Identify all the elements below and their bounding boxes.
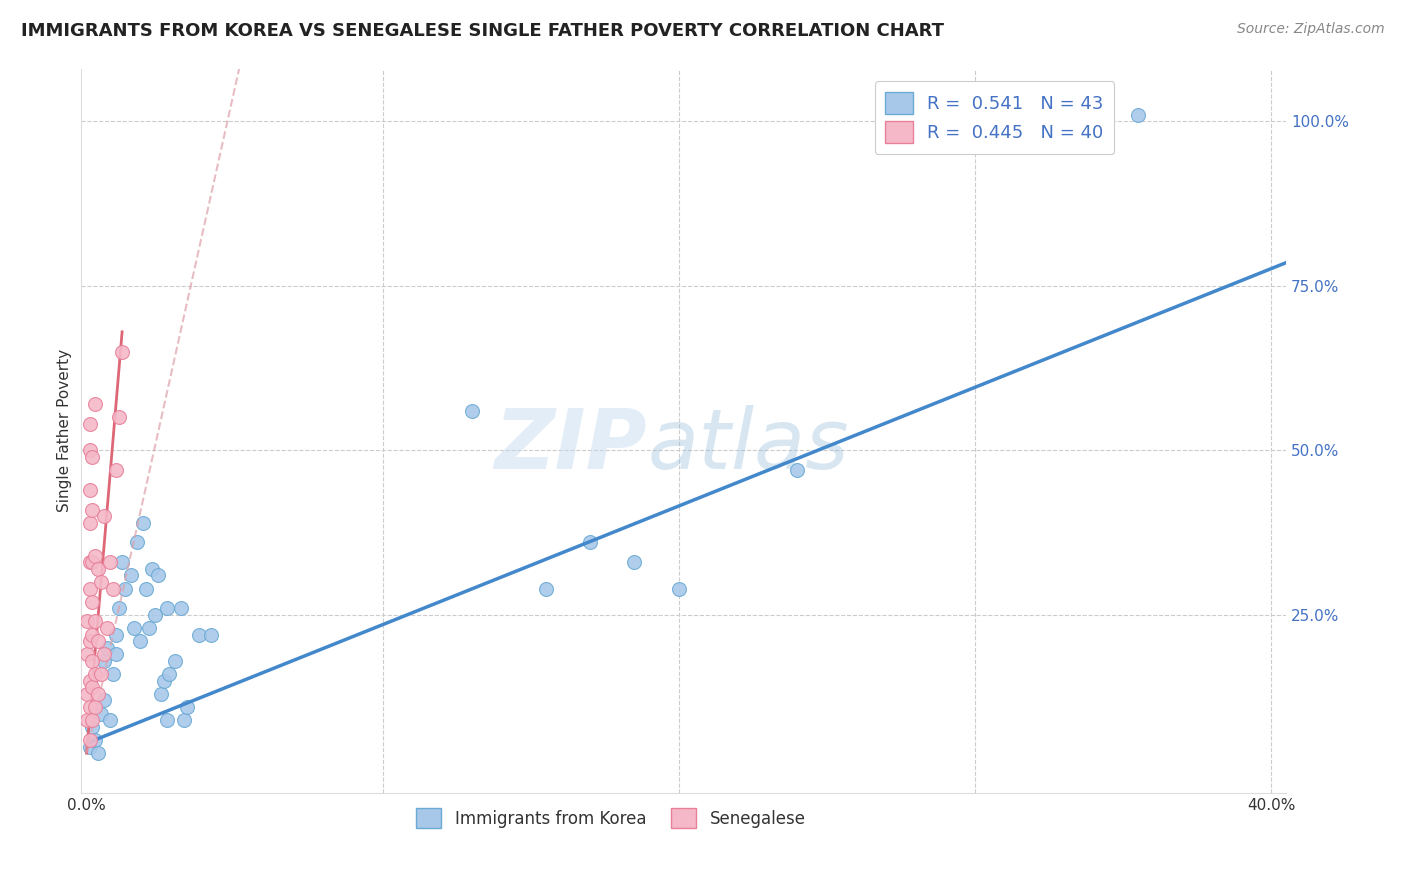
- Point: [79, 673, 101, 688]
- Point: [149, 687, 172, 701]
- Point: [76, 687, 98, 701]
- Point: [96, 640, 118, 655]
- Point: [188, 628, 211, 642]
- Point: [96, 621, 118, 635]
- Point: [82, 450, 104, 464]
- Point: [200, 628, 222, 642]
- Point: [79, 739, 101, 754]
- Point: [138, 621, 160, 635]
- Text: IMMIGRANTS FROM KOREA VS SENEGALESE SINGLE FATHER POVERTY CORRELATION CHART: IMMIGRANTS FROM KOREA VS SENEGALESE SING…: [21, 22, 943, 40]
- Point: [122, 621, 145, 635]
- Point: [82, 713, 104, 727]
- Point: [79, 700, 101, 714]
- Point: [84, 615, 107, 629]
- Point: [79, 483, 101, 497]
- Text: Source: ZipAtlas.com: Source: ZipAtlas.com: [1237, 22, 1385, 37]
- Point: [93, 654, 115, 668]
- Point: [84, 397, 107, 411]
- Legend: Immigrants from Korea, Senegalese: Immigrants from Korea, Senegalese: [409, 801, 813, 835]
- Point: [82, 681, 104, 695]
- Point: [141, 562, 163, 576]
- Point: [105, 648, 128, 662]
- Point: [90, 667, 112, 681]
- Point: [460, 404, 482, 418]
- Point: [93, 509, 115, 524]
- Point: [79, 516, 101, 530]
- Point: [534, 582, 557, 596]
- Point: [108, 601, 131, 615]
- Point: [98, 555, 121, 569]
- Point: [173, 713, 195, 727]
- Point: [128, 634, 150, 648]
- Point: [155, 713, 177, 727]
- Point: [84, 667, 107, 681]
- Point: [155, 601, 177, 615]
- Point: [108, 410, 131, 425]
- Point: [76, 615, 98, 629]
- Y-axis label: Single Father Poverty: Single Father Poverty: [58, 349, 72, 512]
- Point: [90, 574, 112, 589]
- Point: [87, 746, 110, 760]
- Point: [623, 555, 645, 569]
- Point: [79, 733, 101, 747]
- Point: [79, 417, 101, 431]
- Point: [132, 516, 155, 530]
- Point: [668, 582, 690, 596]
- Point: [79, 555, 101, 569]
- Point: [87, 687, 110, 701]
- Point: [125, 535, 148, 549]
- Point: [114, 582, 136, 596]
- Point: [82, 654, 104, 668]
- Text: atlas: atlas: [647, 405, 849, 485]
- Point: [120, 568, 142, 582]
- Point: [152, 673, 174, 688]
- Point: [135, 582, 157, 596]
- Point: [84, 733, 107, 747]
- Point: [84, 549, 107, 563]
- Point: [82, 720, 104, 734]
- Point: [111, 555, 134, 569]
- Point: [105, 628, 128, 642]
- Text: ZIP: ZIP: [495, 405, 647, 485]
- Point: [79, 443, 101, 458]
- Point: [165, 654, 187, 668]
- Point: [76, 713, 98, 727]
- Point: [103, 582, 125, 596]
- Point: [159, 667, 181, 681]
- Point: [170, 601, 193, 615]
- Point: [93, 693, 115, 707]
- Point: [76, 648, 98, 662]
- Point: [176, 700, 198, 714]
- Point: [90, 706, 112, 721]
- Point: [82, 628, 104, 642]
- Point: [82, 595, 104, 609]
- Point: [105, 463, 128, 477]
- Point: [579, 535, 602, 549]
- Point: [103, 667, 125, 681]
- Point: [98, 713, 121, 727]
- Point: [93, 648, 115, 662]
- Point: [87, 634, 110, 648]
- Point: [82, 555, 104, 569]
- Point: [79, 582, 101, 596]
- Point: [1126, 107, 1149, 121]
- Point: [84, 700, 107, 714]
- Point: [786, 463, 808, 477]
- Point: [146, 568, 169, 582]
- Point: [143, 607, 166, 622]
- Point: [87, 562, 110, 576]
- Point: [79, 634, 101, 648]
- Point: [111, 344, 134, 359]
- Point: [82, 502, 104, 516]
